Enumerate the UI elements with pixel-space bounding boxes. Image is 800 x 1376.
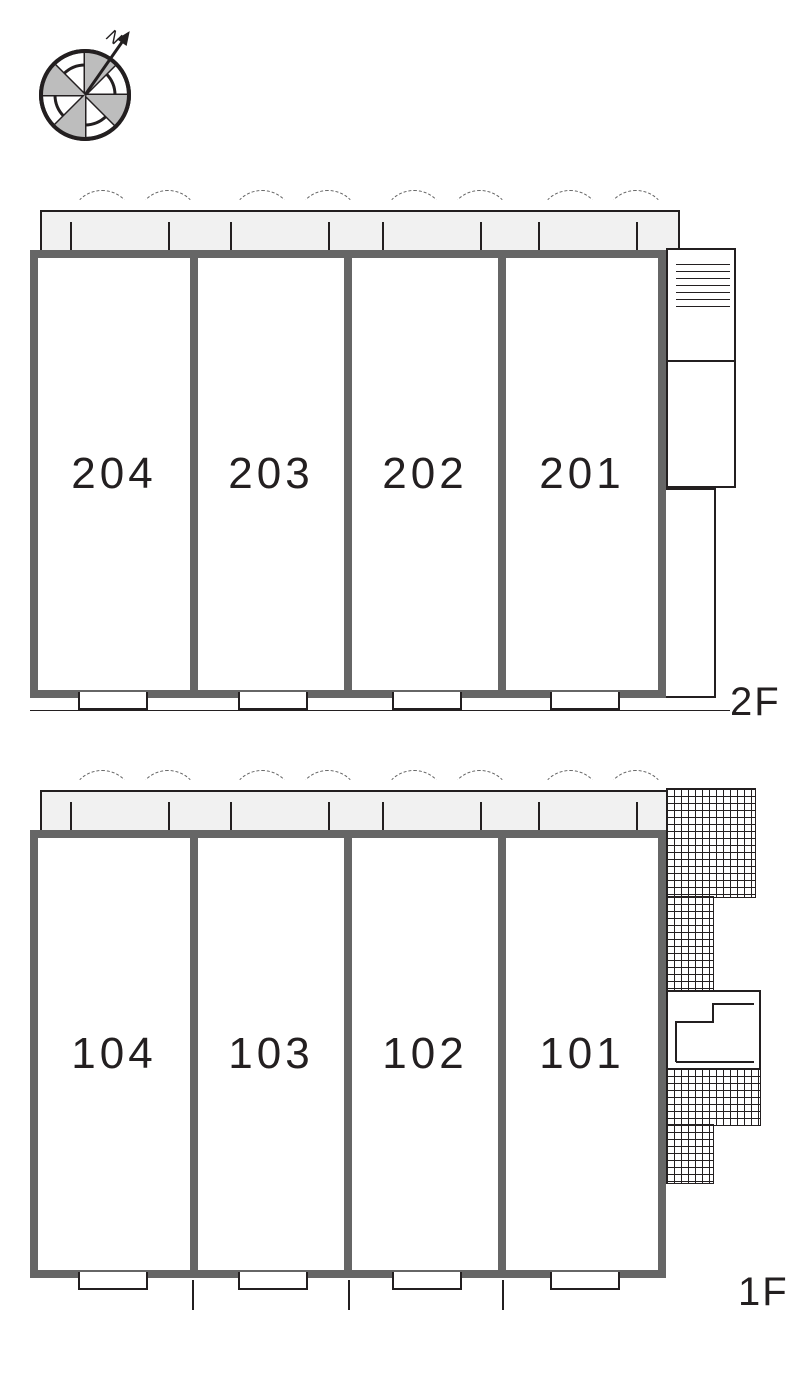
unit-102: 102 — [344, 830, 506, 1278]
floor-2f: 204 203 202 201 2F — [30, 210, 770, 730]
unit-204: 204 — [30, 250, 198, 698]
units-row-1f: 104 103 102 101 — [30, 830, 658, 1278]
hatched-area — [666, 1124, 714, 1184]
unit-201: 201 — [498, 250, 666, 698]
window-icon — [238, 692, 308, 710]
tick-icon — [348, 1280, 350, 1310]
window-icon — [550, 692, 620, 710]
unit-202: 202 — [344, 250, 506, 698]
floor-label-1f: 1F — [738, 1270, 789, 1315]
stair-lower-2f — [666, 488, 716, 698]
unit-label: 101 — [539, 1029, 624, 1079]
unit-label: 204 — [71, 449, 156, 499]
unit-203: 203 — [190, 250, 352, 698]
unit-label: 103 — [228, 1029, 313, 1079]
compass-rose: N — [15, 15, 155, 155]
tick-icon — [192, 1280, 194, 1310]
unit-104: 104 — [30, 830, 198, 1278]
window-icon — [392, 1272, 462, 1290]
floor-label-2f: 2F — [730, 680, 781, 725]
floorplan-canvas: N — [0, 0, 800, 1376]
unit-label: 102 — [382, 1029, 467, 1079]
hatched-area — [666, 896, 714, 991]
unit-label: 203 — [228, 449, 313, 499]
hatched-area — [666, 788, 756, 898]
unit-label: 202 — [382, 449, 467, 499]
units-row-2f: 204 203 202 201 — [30, 250, 658, 698]
unit-label: 201 — [539, 449, 624, 499]
unit-label: 104 — [71, 1029, 156, 1079]
stair-2f — [666, 248, 736, 488]
floor-1f: 104 103 102 101 — [30, 790, 770, 1330]
stair-1f — [666, 990, 761, 1070]
window-icon — [550, 1272, 620, 1290]
window-icon — [78, 692, 148, 710]
unit-103: 103 — [190, 830, 352, 1278]
hatched-area — [666, 1068, 761, 1126]
tick-icon — [502, 1280, 504, 1310]
unit-101: 101 — [498, 830, 666, 1278]
window-icon — [392, 692, 462, 710]
window-icon — [78, 1272, 148, 1290]
window-icon — [238, 1272, 308, 1290]
baseline-2f — [30, 710, 730, 711]
